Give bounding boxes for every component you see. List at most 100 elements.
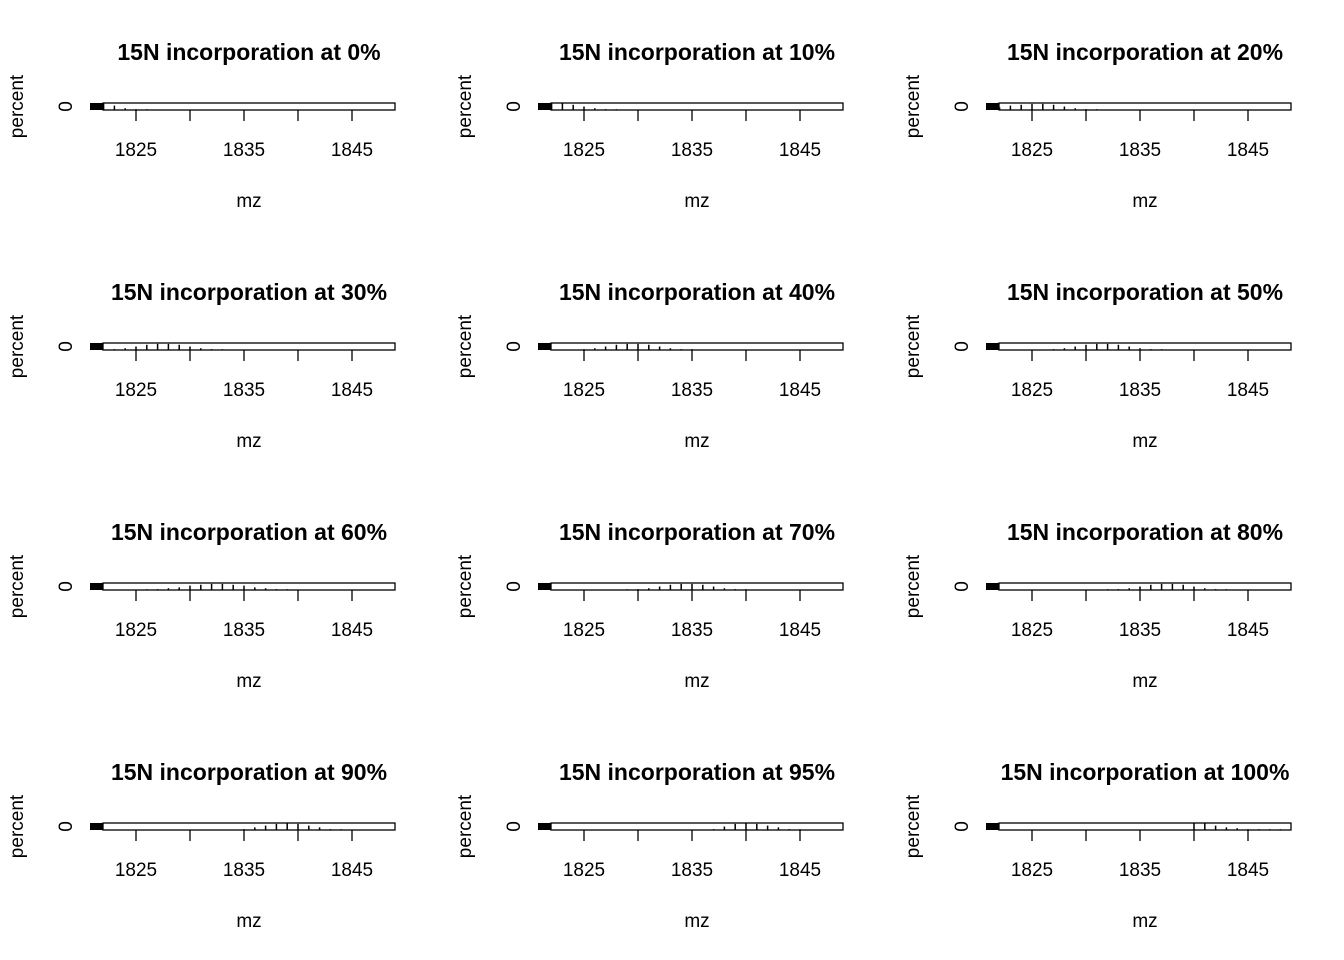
x-tick-label: 1835 — [671, 380, 713, 401]
y-tick-label: 0 — [56, 101, 77, 112]
plot-box — [102, 342, 396, 351]
x-tick-label: 1825 — [1011, 140, 1053, 161]
panel-10: 15N incorporation at 95% 1825 1835 1845 0 mz p… — [455, 759, 844, 932]
x-tick-label: 1835 — [1119, 620, 1161, 641]
panel-title: 15N incorporation at 10% — [559, 39, 835, 65]
x-tick-label: 1825 — [115, 380, 157, 401]
panel-title: 15N incorporation at 60% — [111, 519, 387, 545]
x-tick-label: 1845 — [331, 620, 373, 641]
x-tick-label: 1845 — [1227, 620, 1269, 641]
y-tick-label: 0 — [504, 101, 525, 112]
x-tick-label: 1825 — [563, 140, 605, 161]
panel-7: 15N incorporation at 70% 1825 1835 1845 0 mz p… — [455, 519, 844, 692]
y-axis-label: percent — [7, 554, 28, 618]
plot-box — [998, 342, 1292, 351]
x-tick-label: 1835 — [671, 140, 713, 161]
axis-start-mark — [986, 583, 999, 590]
panel-title: 15N incorporation at 30% — [111, 279, 387, 305]
x-tick-label: 1845 — [779, 860, 821, 881]
panel-title: 15N incorporation at 0% — [117, 39, 380, 65]
x-axis-label: mz — [236, 191, 261, 212]
x-tick-label: 1845 — [779, 140, 821, 161]
x-axis-label: mz — [684, 191, 709, 212]
x-axis-label: mz — [236, 911, 261, 932]
x-tick-label: 1825 — [115, 860, 157, 881]
y-tick-label: 0 — [56, 821, 77, 832]
y-tick-label: 0 — [56, 341, 77, 352]
plot-box — [550, 822, 844, 831]
x-tick-label: 1835 — [671, 860, 713, 881]
panel-title: 15N incorporation at 40% — [559, 279, 835, 305]
x-axis-label: mz — [684, 431, 709, 452]
x-tick-label: 1825 — [115, 140, 157, 161]
y-tick-label: 0 — [504, 821, 525, 832]
y-axis-label: percent — [455, 314, 476, 378]
x-tick-label: 1845 — [331, 380, 373, 401]
x-tick-label: 1845 — [1227, 380, 1269, 401]
y-tick-label: 0 — [56, 581, 77, 592]
axis-start-mark — [538, 103, 551, 110]
x-axis-label: mz — [684, 671, 709, 692]
x-tick-label: 1835 — [223, 380, 265, 401]
x-tick-label: 1835 — [1119, 380, 1161, 401]
panel-2: 15N incorporation at 20% 1825 1835 1845 0 mz p… — [903, 39, 1292, 212]
panel-9: 15N incorporation at 90% 1825 1835 1845 0 mz p… — [7, 759, 396, 932]
panel-0: 15N incorporation at 0% 1825 1835 1845 0 mz pe… — [7, 39, 396, 212]
axis-start-mark — [90, 103, 103, 110]
y-tick-label: 0 — [952, 101, 973, 112]
x-tick-label: 1845 — [779, 620, 821, 641]
y-axis-label: percent — [903, 314, 924, 378]
panel-title: 15N incorporation at 50% — [1007, 279, 1283, 305]
y-axis-label: percent — [903, 794, 924, 858]
plot-box — [102, 822, 396, 831]
x-tick-label: 1825 — [563, 380, 605, 401]
panel-8: 15N incorporation at 80% 1825 1835 1845 0 mz p… — [903, 519, 1292, 692]
x-tick-label: 1835 — [223, 620, 265, 641]
panel-title: 15N incorporation at 80% — [1007, 519, 1283, 545]
panel-3: 15N incorporation at 30% 1825 1835 1845 0 mz p… — [7, 279, 396, 452]
axis-start-mark — [90, 583, 103, 590]
axis-start-mark — [538, 823, 551, 830]
panel-title: 15N incorporation at 100% — [1001, 759, 1290, 785]
y-axis-label: percent — [455, 794, 476, 858]
x-axis-label: mz — [1132, 191, 1157, 212]
y-axis-label: percent — [7, 74, 28, 138]
x-axis-label: mz — [236, 431, 261, 452]
plot-box — [998, 582, 1292, 591]
x-axis-label: mz — [684, 911, 709, 932]
x-tick-label: 1835 — [671, 620, 713, 641]
axis-start-mark — [90, 823, 103, 830]
x-tick-label: 1845 — [1227, 140, 1269, 161]
panel-11: 15N incorporation at 100% 1825 1835 1845 0 mz… — [903, 759, 1292, 932]
x-tick-label: 1845 — [779, 380, 821, 401]
x-tick-label: 1835 — [1119, 140, 1161, 161]
panel-6: 15N incorporation at 60% 1825 1835 1845 0 mz p… — [7, 519, 396, 692]
y-tick-label: 0 — [952, 581, 973, 592]
y-axis-label: percent — [455, 74, 476, 138]
x-axis-label: mz — [1132, 671, 1157, 692]
x-axis-label: mz — [1132, 911, 1157, 932]
x-tick-label: 1845 — [331, 140, 373, 161]
panel-title: 15N incorporation at 95% — [559, 759, 835, 785]
panel-5: 15N incorporation at 50% 1825 1835 1845 0 mz p… — [903, 279, 1292, 452]
plot-box — [102, 102, 396, 111]
x-tick-label: 1825 — [115, 620, 157, 641]
axis-start-mark — [986, 343, 999, 350]
y-tick-label: 0 — [504, 341, 525, 352]
x-tick-label: 1825 — [563, 620, 605, 641]
panel-1: 15N incorporation at 10% 1825 1835 1845 0 mz p… — [455, 39, 844, 212]
plot-box — [550, 582, 844, 591]
axis-start-mark — [986, 823, 999, 830]
x-tick-label: 1845 — [331, 860, 373, 881]
plot-box — [998, 822, 1292, 831]
y-axis-label: percent — [7, 314, 28, 378]
plot-box — [998, 102, 1292, 111]
y-tick-label: 0 — [504, 581, 525, 592]
x-tick-label: 1835 — [1119, 860, 1161, 881]
x-tick-label: 1825 — [1011, 380, 1053, 401]
y-axis-label: percent — [455, 554, 476, 618]
plot-box — [550, 342, 844, 351]
panel-title: 15N incorporation at 90% — [111, 759, 387, 785]
x-tick-label: 1835 — [223, 860, 265, 881]
x-tick-label: 1825 — [563, 860, 605, 881]
